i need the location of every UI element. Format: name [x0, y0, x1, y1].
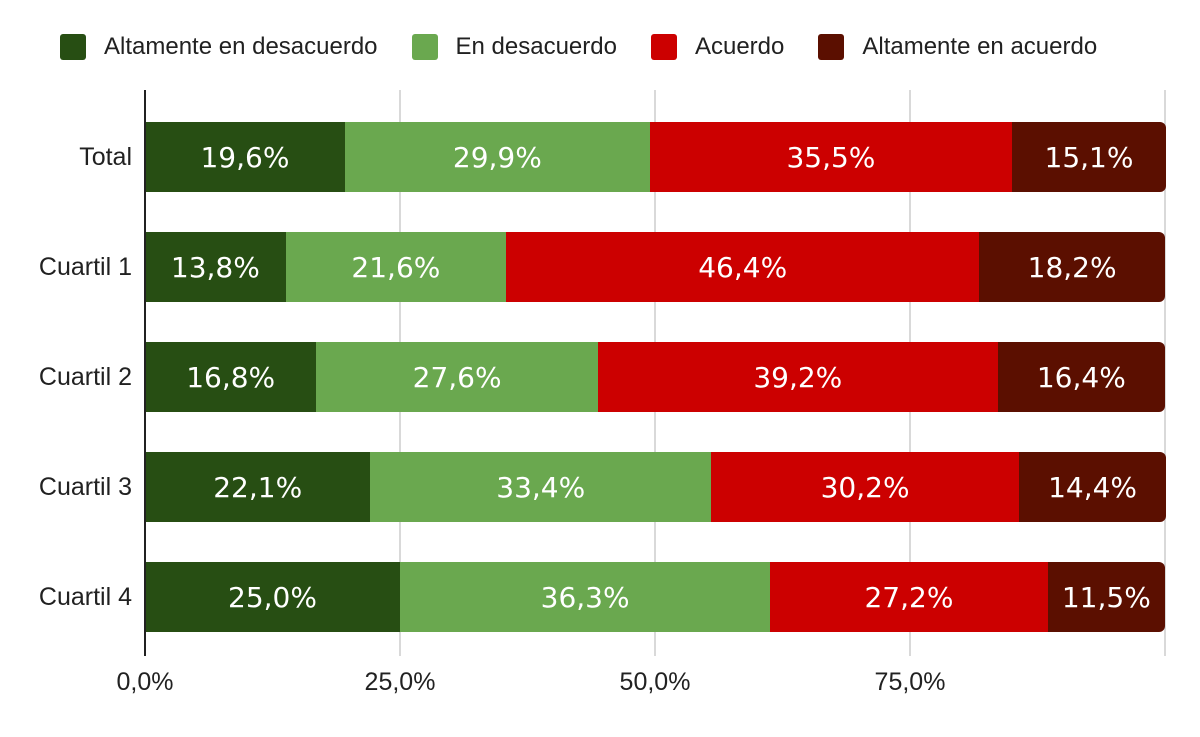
bar-row: 22,1% 33,4% 30,2% 14,4%: [145, 452, 1166, 522]
legend-label: Altamente en acuerdo: [862, 33, 1098, 60]
x-axis-tick-label: 25,0%: [364, 668, 436, 696]
bar-value-label: 11,5%: [1061, 580, 1151, 614]
bar-value-label: 15,1%: [1044, 140, 1134, 174]
x-axis-tick-label: 50,0%: [619, 668, 691, 696]
bar-value-label: 30,2%: [820, 470, 910, 504]
y-axis-line: [144, 90, 146, 656]
category-label: Cuartil 1: [38, 252, 132, 281]
x-axis-tick-label: 75,0%: [874, 668, 946, 696]
bar-value-label: 18,2%: [1027, 250, 1117, 284]
bar-value-label: 19,6%: [200, 140, 290, 174]
bar-segment[interactable]: 25,0%: [145, 562, 400, 632]
category-label: Cuartil 2: [38, 362, 132, 391]
bar-segment[interactable]: 36,3%: [400, 562, 771, 632]
bar-segment[interactable]: 16,4%: [997, 342, 1165, 412]
bar-segment[interactable]: 46,4%: [506, 232, 980, 302]
legend-item-1[interactable]: En desacuerdo: [411, 33, 617, 61]
category-label: Total: [79, 142, 132, 171]
bar-segment[interactable]: 29,9%: [344, 122, 650, 192]
x-axis-tick-label: 0,0%: [116, 668, 174, 696]
legend-label: Altamente en desacuerdo: [104, 33, 378, 60]
bar-segment[interactable]: 27,2%: [770, 562, 1048, 632]
legend-label: Acuerdo: [694, 33, 785, 60]
bar-segment[interactable]: 21,6%: [285, 232, 507, 302]
category-label: Cuartil 3: [38, 472, 132, 501]
bar-value-label: 29,9%: [452, 140, 542, 174]
bar-value-label: 27,2%: [864, 580, 954, 614]
bar-value-label: 33,4%: [496, 470, 586, 504]
bar-segment[interactable]: 15,1%: [1011, 122, 1166, 192]
category-label: Cuartil 4: [38, 582, 132, 611]
bar-value-label: 21,6%: [351, 250, 441, 284]
bar-value-label: 35,5%: [786, 140, 876, 174]
bar-row: 16,8% 27,6% 39,2% 16,4%: [145, 342, 1165, 412]
bar-segment[interactable]: 18,2%: [979, 232, 1165, 302]
bar-segment[interactable]: 22,1%: [145, 452, 371, 522]
bar-segment[interactable]: 19,6%: [145, 122, 345, 192]
bar-row: 19,6% 29,9% 35,5% 15,1%: [145, 122, 1166, 192]
bar-value-label: 27,6%: [412, 360, 502, 394]
bar-value-label: 25,0%: [228, 580, 317, 614]
bar-segment[interactable]: 39,2%: [597, 342, 998, 412]
legend-swatch-icon: [818, 34, 845, 60]
bar-row: 25,0% 36,3% 27,2% 11,5%: [145, 562, 1165, 632]
bar-segment[interactable]: 27,6%: [316, 342, 598, 412]
bar-value-label: 13,8%: [170, 250, 260, 284]
bar-value-label: 46,4%: [698, 250, 788, 284]
legend-item-3[interactable]: Altamente en acuerdo: [818, 33, 1097, 61]
bar-value-label: 36,3%: [540, 580, 630, 614]
legend-swatch-icon: [650, 34, 677, 60]
bar-segment[interactable]: 33,4%: [370, 452, 712, 522]
bar-value-label: 16,8%: [186, 360, 276, 394]
gridline-100pct: [1164, 90, 1166, 656]
bar-segment[interactable]: 16,8%: [145, 342, 317, 412]
bar-value-label: 14,4%: [1048, 470, 1138, 504]
legend: Altamente en desacuerdo En desacuerdo Acue…: [60, 33, 1097, 61]
bar-segment[interactable]: 11,5%: [1047, 562, 1165, 632]
legend-swatch-icon: [60, 34, 86, 60]
legend-swatch-icon: [411, 34, 438, 60]
bar-value-label: 22,1%: [213, 470, 303, 504]
legend-label: En desacuerdo: [455, 33, 617, 60]
legend-item-0[interactable]: Altamente en desacuerdo: [60, 33, 378, 61]
bar-segment[interactable]: 30,2%: [711, 452, 1020, 522]
bar-segment[interactable]: 14,4%: [1019, 452, 1166, 522]
bar-value-label: 39,2%: [753, 360, 843, 394]
bar-segment[interactable]: 13,8%: [145, 232, 286, 302]
bar-value-label: 16,4%: [1036, 360, 1126, 394]
legend-item-2[interactable]: Acuerdo: [650, 33, 785, 61]
bar-segment[interactable]: 35,5%: [649, 122, 1012, 192]
bar-row: 13,8% 21,6% 46,4% 18,2%: [145, 232, 1165, 302]
